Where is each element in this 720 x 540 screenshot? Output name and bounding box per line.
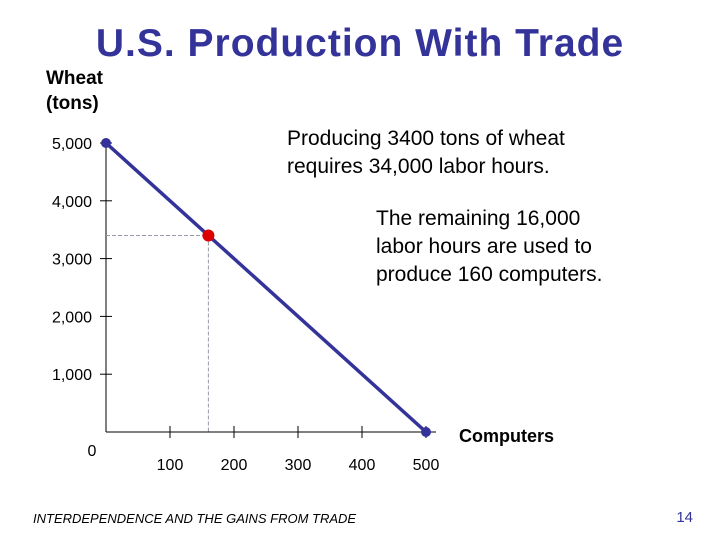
y-tick-label: 3,000 (52, 252, 92, 269)
annotation-wheat: Producing 3400 tons of wheat requires 34… (287, 125, 565, 181)
series (104, 141, 428, 434)
data-points (101, 138, 431, 437)
y-tick-label: 4,000 (52, 194, 92, 211)
x-tick-label: 500 (413, 457, 440, 474)
highlight-point (202, 229, 215, 242)
y-axis-title-line-2: (tons) (46, 93, 99, 114)
page-title: U.S. Production With Trade (95, 22, 625, 65)
annotation-computers-line-3: produce 160 computers. (376, 263, 603, 286)
y-axis-title-line-1: Wheat (46, 68, 103, 89)
annotation-computers-line-1: The remaining 16,000 (376, 207, 581, 230)
x-axis-title: Computers (459, 426, 554, 446)
y-tick-label: 1,000 (52, 367, 92, 384)
x-tick-label: 400 (349, 457, 376, 474)
ppf-endpoint (421, 427, 431, 437)
x-tick-label: 300 (285, 457, 312, 474)
y-tick-label: 2,000 (52, 309, 92, 326)
origin-label: 0 (88, 443, 97, 460)
annotation-wheat-line-2: requires 34,000 labor hours. (287, 155, 550, 178)
y-axis-title: Wheat (tons) (46, 66, 103, 116)
ppf-line (104, 141, 428, 434)
ppf-endpoint (101, 138, 111, 148)
annotation-computers: The remaining 16,000 labor hours are use… (376, 205, 602, 289)
guide-lines (106, 234, 209, 432)
page-number: 14 (676, 509, 693, 526)
y-tick-label: 5,000 (52, 136, 92, 153)
x-tick-label: 100 (157, 457, 184, 474)
axes (105, 143, 436, 433)
annotation-computers-line-2: labor hours are used to (376, 235, 592, 258)
x-tick-label: 200 (221, 457, 248, 474)
footer-caption: INTERDEPENDENCE AND THE GAINS FROM TRADE (33, 511, 357, 526)
annotation-wheat-line-1: Producing 3400 tons of wheat (287, 127, 565, 150)
axis-ticks: 1,000 2,000 3,000 4,000 5,000 100 200 300 400 500 (52, 136, 439, 474)
